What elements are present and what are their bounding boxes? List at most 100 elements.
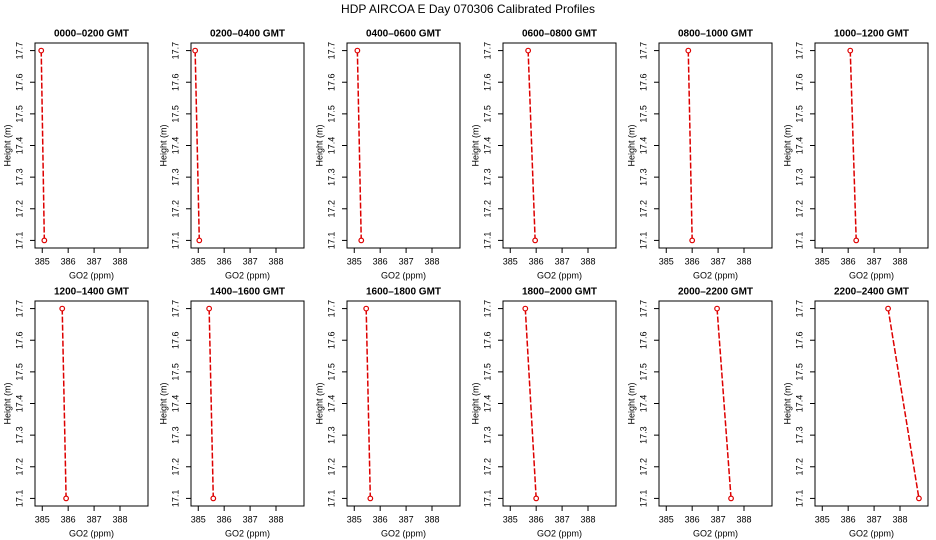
y-axis-label: Height (m) xyxy=(314,124,324,166)
plot-frame xyxy=(814,300,929,507)
panel-title: 0000–0200 GMT xyxy=(54,29,129,40)
data-point xyxy=(916,495,922,502)
x-tick-label: 387 xyxy=(711,256,726,266)
y-tick-label: 17.3 xyxy=(482,426,492,444)
x-tick-label: 387 xyxy=(867,256,882,266)
x-tick-label: 385 xyxy=(35,514,50,524)
y-tick-label: 17.4 xyxy=(170,395,180,413)
y-tick-label: 17.5 xyxy=(170,105,180,123)
y-tick-label: 17.5 xyxy=(794,105,804,123)
y-tick-label: 17.4 xyxy=(638,395,648,413)
plot-frame xyxy=(34,42,149,249)
profile-line xyxy=(194,50,201,241)
y-tick-label: 17.6 xyxy=(482,73,492,91)
y-tick-label: 17.4 xyxy=(326,395,336,413)
y-tick-label: 17.3 xyxy=(326,168,336,186)
data-point xyxy=(358,237,365,244)
y-tick-label: 17.1 xyxy=(794,232,804,250)
panel-title: 0200–0400 GMT xyxy=(210,29,285,40)
panel-title: 0400–0600 GMT xyxy=(366,29,441,40)
y-axis-label: Height (m) xyxy=(626,382,636,424)
x-axis-label: GO2 (ppm) xyxy=(381,528,426,538)
y-tick-label: 17.6 xyxy=(326,73,336,91)
x-tick-label: 386 xyxy=(685,514,700,524)
y-tick-label: 17.7 xyxy=(170,300,180,318)
data-point xyxy=(196,237,203,244)
y-tick-label: 17.5 xyxy=(170,363,180,381)
x-tick-label: 388 xyxy=(112,514,127,524)
y-tick-label: 17.5 xyxy=(326,105,336,123)
y-tick-label: 17.3 xyxy=(638,168,648,186)
panel-title: 0600–0800 GMT xyxy=(522,29,597,40)
y-tick-label: 17.7 xyxy=(14,300,24,318)
plot-frame xyxy=(190,300,305,507)
y-tick-label: 17.7 xyxy=(638,42,648,60)
x-axis-label: GO2 (ppm) xyxy=(849,270,894,280)
x-tick-label: 388 xyxy=(580,256,595,266)
profile-line xyxy=(849,50,857,241)
x-tick-label: 388 xyxy=(736,514,751,524)
data-point xyxy=(38,47,45,54)
y-tick-label: 17.2 xyxy=(482,458,492,476)
panel-title: 0800–1000 GMT xyxy=(678,29,753,40)
x-tick-label: 387 xyxy=(399,514,414,524)
y-tick-label: 17.3 xyxy=(14,168,24,186)
x-tick-label: 385 xyxy=(659,256,674,266)
plot-frame xyxy=(502,300,617,507)
data-point xyxy=(853,237,860,244)
y-tick-label: 17.7 xyxy=(14,42,24,60)
y-tick-label: 17.1 xyxy=(638,490,648,508)
y-tick-label: 17.2 xyxy=(794,200,804,218)
y-tick-label: 17.7 xyxy=(326,42,336,60)
y-axis-label: Height (m) xyxy=(470,124,480,166)
data-point xyxy=(59,305,66,312)
y-tick-label: 17.4 xyxy=(794,395,804,413)
x-axis-label: GO2 (ppm) xyxy=(693,270,738,280)
y-axis-label: Height (m) xyxy=(2,124,12,166)
profile-line xyxy=(365,308,372,499)
y-tick-label: 17.7 xyxy=(638,300,648,318)
x-tick-label: 387 xyxy=(555,514,570,524)
y-tick-label: 17.1 xyxy=(482,490,492,508)
y-tick-label: 17.6 xyxy=(638,331,648,349)
y-tick-label: 17.6 xyxy=(170,331,180,349)
x-tick-label: 385 xyxy=(35,256,50,266)
y-tick-label: 17.2 xyxy=(326,200,336,218)
x-tick-label: 387 xyxy=(555,256,570,266)
y-tick-label: 17.6 xyxy=(638,73,648,91)
y-tick-label: 17.3 xyxy=(170,426,180,444)
panel-title: 1000–1200 GMT xyxy=(834,29,909,40)
y-tick-label: 17.6 xyxy=(14,331,24,349)
y-axis-label: Height (m) xyxy=(782,382,792,424)
x-tick-label: 387 xyxy=(867,514,882,524)
y-tick-label: 17.2 xyxy=(638,458,648,476)
y-tick-label: 17.5 xyxy=(14,363,24,381)
data-point xyxy=(354,47,361,54)
profile-line xyxy=(524,308,537,499)
y-tick-label: 17.3 xyxy=(794,426,804,444)
data-point xyxy=(41,237,48,244)
profile-line xyxy=(356,50,363,241)
y-tick-label: 17.7 xyxy=(482,42,492,60)
profile-line xyxy=(527,50,536,241)
data-point xyxy=(689,237,696,244)
y-tick-label: 17.5 xyxy=(326,363,336,381)
y-tick-label: 17.6 xyxy=(14,73,24,91)
x-tick-label: 386 xyxy=(841,514,856,524)
y-axis-label: Height (m) xyxy=(626,124,636,166)
x-tick-label: 386 xyxy=(373,256,388,266)
y-tick-label: 17.2 xyxy=(170,458,180,476)
data-point xyxy=(728,495,734,502)
y-tick-label: 17.3 xyxy=(14,426,24,444)
y-tick-label: 17.7 xyxy=(794,42,804,60)
y-tick-label: 17.6 xyxy=(794,331,804,349)
profile-line xyxy=(887,308,920,499)
y-tick-label: 17.1 xyxy=(14,232,24,250)
x-tick-label: 388 xyxy=(892,514,907,524)
x-axis-label: GO2 (ppm) xyxy=(693,528,738,538)
data-point xyxy=(533,495,540,502)
x-tick-label: 386 xyxy=(685,256,700,266)
data-point xyxy=(522,305,529,312)
y-tick-label: 17.6 xyxy=(326,331,336,349)
